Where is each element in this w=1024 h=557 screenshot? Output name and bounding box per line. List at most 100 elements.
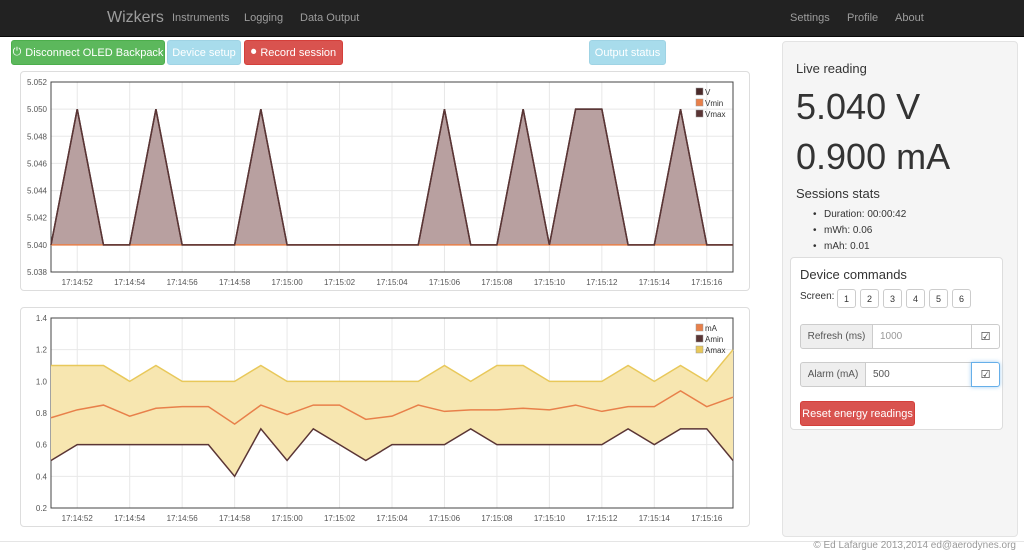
current-y-tick-label: 1.4 — [36, 314, 48, 323]
current-chart: 1.4 1.2 1.0 0.8 0.6 0.4 0.2 17:14:52 17:14:54 17:… — [36, 314, 734, 523]
voltage-x-tick-label: 17:15:02 — [324, 278, 356, 287]
session-stats-heading: Sessions stats — [796, 186, 880, 201]
disconnect-label: Disconnect OLED Backpack — [25, 46, 164, 59]
screen-6-button[interactable]: 6 — [952, 289, 971, 308]
screen-2-button[interactable]: 2 — [860, 289, 879, 308]
nav-about[interactable]: About — [895, 12, 924, 24]
current-chart-panel: 1.4 1.2 1.0 0.8 0.6 0.4 0.2 17:14:52 17:14:54 17:… — [20, 307, 750, 527]
voltage-x-tick-label: 17:15:00 — [272, 278, 304, 287]
current-series-amax — [51, 349, 734, 383]
voltage-y-tick-label: 5.038 — [27, 268, 48, 277]
voltage-y-tick-label: 5.052 — [27, 78, 48, 87]
check-icon: ☑ — [980, 369, 991, 381]
voltage-y-tick-label: 5.042 — [27, 214, 48, 223]
disconnect-button[interactable]: ⏻ Disconnect OLED Backpack — [11, 40, 165, 65]
voltage-y-tick-label: 5.046 — [27, 159, 48, 168]
voltage-plot-frame — [50, 81, 734, 273]
current-series-amin — [50, 427, 734, 478]
voltage-x-tick-label: 17:15:08 — [481, 278, 513, 287]
voltage-x-tick-label: 17:15:12 — [586, 278, 618, 287]
footer-divider — [0, 541, 1024, 542]
nav-profile[interactable]: Profile — [847, 12, 879, 24]
nav-instruments[interactable]: Instruments — [172, 12, 230, 24]
device-commands-heading: Device commands — [800, 267, 907, 282]
record-session-button[interactable]: ⏺ Record session — [244, 40, 343, 65]
voltage-x-tick-label: 17:15:04 — [376, 278, 408, 287]
voltage-chart: 5.052 5.050 5.048 5.046 5.044 5.042 5.040 5.038… — [27, 78, 734, 287]
screen-3-button[interactable]: 3 — [883, 289, 902, 308]
nav-settings[interactable]: Settings — [790, 12, 830, 24]
voltage-series-vmax — [50, 108, 733, 246]
current-x-tick-label: 17:15:10 — [534, 514, 566, 523]
voltage-legend-label-vmax: Vmax — [705, 110, 725, 119]
voltage-legend-swatch-v — [695, 87, 704, 96]
voltage-reading: 5.040 V — [796, 86, 921, 127]
voltage-x-tick-label: 17:15:06 — [429, 278, 461, 287]
screen-4-button[interactable]: 4 — [906, 289, 925, 308]
current-x-tick-label: 17:15:04 — [376, 514, 408, 523]
current-y-tick-label: 0.4 — [36, 472, 48, 481]
alarm-input[interactable] — [865, 362, 972, 387]
voltage-y-tick-label: 5.050 — [27, 105, 48, 114]
screen-5-button[interactable]: 5 — [929, 289, 948, 308]
brand-logo[interactable]: Wizkers — [107, 9, 164, 26]
current-x-tick-label: 17:14:56 — [167, 514, 199, 523]
nav-logging[interactable]: Logging — [244, 12, 284, 24]
current-legend-swatch-amin — [695, 334, 704, 343]
current-y-tick-label: 1.2 — [36, 346, 48, 355]
voltage-x-tick-label: 17:15:14 — [639, 278, 671, 287]
voltage-fill-band — [51, 109, 733, 245]
current-reading: 0.900 mA — [796, 136, 951, 177]
check-icon: ☑ — [980, 331, 991, 343]
footer-credits: © Ed Lafargue 2013,2014 ed@aerodynes.org — [813, 540, 1016, 551]
current-x-tick-label: 17:15:12 — [586, 514, 618, 523]
current-x-tick-label: 17:14:54 — [114, 514, 146, 523]
current-y-tick-label: 0.6 — [36, 441, 48, 450]
refresh-label: Refresh (ms) — [800, 324, 873, 349]
refresh-input[interactable] — [872, 324, 972, 349]
top-navbar: Wizkers Instruments Logging Data Output … — [0, 0, 1024, 37]
record-icon: ⏺ — [250, 46, 257, 58]
voltage-legend-swatch-vmax — [695, 109, 704, 118]
voltage-x-tick-label: 17:15:10 — [534, 278, 566, 287]
current-series-ma — [50, 389, 734, 425]
voltage-x-tick-label: 17:14:58 — [219, 278, 251, 287]
voltage-x-tick-label: 17:14:54 — [114, 278, 146, 287]
screen-1-button[interactable]: 1 — [837, 289, 856, 308]
current-legend-swatch-amax — [695, 345, 704, 354]
stat-mah: mAh: 0.01 — [813, 239, 906, 255]
output-status-button[interactable]: Output status — [589, 40, 666, 65]
stat-duration: Duration: 00:00:42 — [813, 207, 906, 223]
current-y-tick-label: 0.8 — [36, 409, 48, 418]
live-reading-heading: Live reading — [796, 61, 867, 76]
voltage-y-tick-label: 5.044 — [27, 187, 48, 196]
current-x-tick-label: 17:14:52 — [62, 514, 94, 523]
refresh-apply-button[interactable]: ☑ — [971, 324, 1000, 349]
power-icon: ⏻ — [12, 46, 22, 58]
current-y-tick-label: 0.2 — [36, 504, 48, 513]
stat-mwh: mWh: 0.06 — [813, 223, 906, 239]
voltage-legend-label-vmin: Vmin — [705, 99, 723, 108]
device-setup-button[interactable]: Device setup — [167, 40, 241, 65]
current-x-tick-label: 17:15:08 — [481, 514, 513, 523]
voltage-x-tick-label: 17:14:52 — [62, 278, 94, 287]
alarm-label: Alarm (mA) — [800, 362, 866, 387]
voltage-y-tick-label: 5.040 — [27, 241, 48, 250]
current-x-tick-label: 17:14:58 — [219, 514, 251, 523]
session-stats-list: Duration: 00:00:42 mWh: 0.06 mAh: 0.01 — [813, 207, 906, 255]
current-legend-swatch-ma — [695, 323, 704, 332]
nav-data-output[interactable]: Data Output — [300, 12, 360, 24]
alarm-apply-button[interactable]: ☑ — [971, 362, 1000, 387]
voltage-x-tick-label: 17:15:16 — [691, 278, 723, 287]
reset-energy-button[interactable]: Reset energy readings — [800, 401, 915, 426]
current-legend-label-amin: Amin — [705, 335, 723, 344]
voltage-y-tick-label: 5.048 — [27, 132, 48, 141]
current-legend-label-ma: mA — [705, 324, 718, 333]
voltage-chart-panel: 5.052 5.050 5.048 5.046 5.044 5.042 5.040 5.038… — [20, 71, 750, 291]
screen-label: Screen: — [800, 291, 835, 302]
current-x-tick-label: 17:15:00 — [272, 514, 304, 523]
voltage-legend-label-v: V — [705, 88, 711, 97]
current-legend-label-amax: Amax — [705, 346, 725, 355]
current-x-tick-label: 17:15:16 — [691, 514, 723, 523]
current-y-tick-label: 1.0 — [36, 377, 48, 386]
